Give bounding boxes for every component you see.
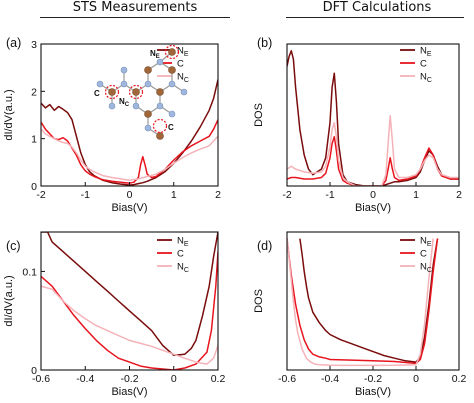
plot-area-a — [41, 79, 218, 186]
x-tick-label-a-2: 0 — [127, 189, 133, 201]
plot-area-b — [287, 50, 459, 186]
legend-d: NEC NC — [400, 236, 432, 275]
x-tick-label-c-4: 0.2 — [211, 373, 226, 385]
inset-label-c-left: C — [94, 89, 100, 98]
series-line-a-c — [41, 119, 218, 184]
series-line-c-nc — [41, 285, 218, 365]
y-tick-label-c-0: 0 — [31, 365, 37, 377]
legend-label-b-1: C — [420, 59, 427, 70]
y-axis-label-a: dI/dV(a.u.) — [3, 89, 15, 140]
legend-b: NEC NC — [400, 46, 432, 85]
panel-d: -0.6 -0.4 -0.2 0 0.2 Bias(V) DOS (d) NEC NC — [253, 231, 467, 398]
panel-label-d: (d) — [257, 239, 272, 253]
axes-frame-a — [40, 43, 219, 187]
legend-label-c-0: NE — [177, 236, 189, 249]
series-line-d-c — [287, 238, 439, 365]
panel-b: -2 -1 0 1 2 Bias(V) DOS (b) NEC NC — [253, 36, 462, 214]
legend-label-b-2: NC — [420, 72, 432, 85]
legend-label-a-1: C — [177, 59, 184, 70]
legend-label-c-2: NC — [177, 262, 189, 275]
series-line-d-nc — [287, 238, 434, 367]
x-tick-label-d-2: -0.2 — [364, 373, 382, 385]
x-tick-label-c-3: 0 — [171, 373, 177, 385]
axes-frame-c — [40, 231, 219, 371]
y-tick-label-a-0: 0 — [31, 181, 37, 193]
x-tick-label-b-3: 1 — [413, 189, 419, 201]
plot-area-d — [287, 238, 439, 367]
y-tick-label-a-1: 1 — [31, 134, 37, 146]
x-tick-label-a-4: 2 — [215, 189, 221, 201]
axes-frame-b — [286, 43, 460, 187]
x-tick-label-d-0: -0.6 — [278, 373, 296, 385]
y-tick-label-a-3: 3 — [31, 39, 37, 51]
inset-labels: NE NC C C — [94, 49, 174, 132]
inset-label-ne: NE — [150, 49, 160, 60]
panel-label-b: (b) — [257, 36, 272, 50]
inset-atoms-blue — [96, 58, 188, 132]
x-tick-label-d-1: -0.4 — [321, 373, 339, 385]
series-line-d-ne — [299, 238, 439, 363]
x-axis-label-a: Bias(V) — [111, 202, 147, 214]
legend-label-a-0: NE — [177, 46, 189, 59]
series-line-b-nc — [287, 114, 459, 186]
x-tick-label-c-1: -0.4 — [76, 373, 94, 385]
x-tick-label-a-3: 1 — [171, 189, 177, 201]
legend-label-d-2: NC — [420, 262, 432, 275]
x-tick-label-b-4: 2 — [456, 189, 462, 201]
legend-label-b-0: NE — [420, 46, 432, 59]
x-axis-label-b: Bias(V) — [355, 202, 391, 214]
sts-header: STS Measurements — [72, 0, 198, 15]
plot-area-c — [41, 232, 218, 370]
inset-label-nc: NC — [119, 97, 130, 108]
x-tick-label-c-0: -0.6 — [32, 373, 50, 385]
y-axis-label-b: DOS — [253, 103, 265, 127]
panel-label-c: (c) — [6, 239, 21, 253]
inset-label-c-right: C — [168, 123, 174, 132]
legend-label-d-1: C — [420, 249, 427, 260]
legend-label-d-0: NE — [420, 236, 432, 249]
legend-label-a-2: NC — [177, 72, 189, 85]
x-axis-label-d: Bias(V) — [355, 386, 391, 398]
dft-header: DFT Calculations — [322, 0, 432, 15]
series-line-c-c — [41, 251, 218, 370]
x-axis-label-c: Bias(V) — [111, 386, 147, 398]
panel-label-a: (a) — [6, 36, 21, 50]
x-tick-label-d-4: 0.2 — [452, 373, 467, 385]
structure-inset: NE NC C C — [94, 44, 188, 140]
legend-c: NEC NC — [157, 236, 189, 275]
x-tick-label-a-0: -2 — [36, 189, 45, 201]
sts-header-rule — [40, 17, 230, 18]
y-tick-label-c-1: 0.1 — [22, 266, 37, 278]
x-tick-label-a-1: -1 — [81, 189, 90, 201]
x-tick-label-b-2: 0 — [370, 189, 376, 201]
series-line-b-c — [287, 135, 459, 186]
dft-header-rule — [286, 17, 464, 18]
legend-label-c-1: C — [177, 249, 184, 260]
axes-frame-d — [286, 231, 460, 371]
series-line-b-ne — [287, 50, 459, 186]
panel-c: -0.6 -0.4 -0.2 0 0.2 0 0.1 Bias(V) dI/dV(a.u.) (c… — [3, 231, 226, 398]
x-tick-label-c-2: -0.2 — [120, 373, 138, 385]
y-axis-label-d: DOS — [253, 289, 265, 313]
x-tick-label-b-1: -1 — [325, 189, 334, 201]
series-line-a-ne — [41, 79, 218, 186]
x-tick-label-d-3: 0 — [413, 373, 419, 385]
inset-atoms-brown — [108, 48, 176, 140]
y-axis-label-c: dI/dV(a.u.) — [3, 275, 15, 326]
x-tick-label-b-0: -2 — [282, 189, 291, 201]
series-line-a-nc — [41, 128, 218, 182]
series-line-c-ne — [41, 232, 218, 356]
inset-highlights — [104, 44, 180, 134]
y-tick-label-a-2: 2 — [31, 86, 37, 98]
